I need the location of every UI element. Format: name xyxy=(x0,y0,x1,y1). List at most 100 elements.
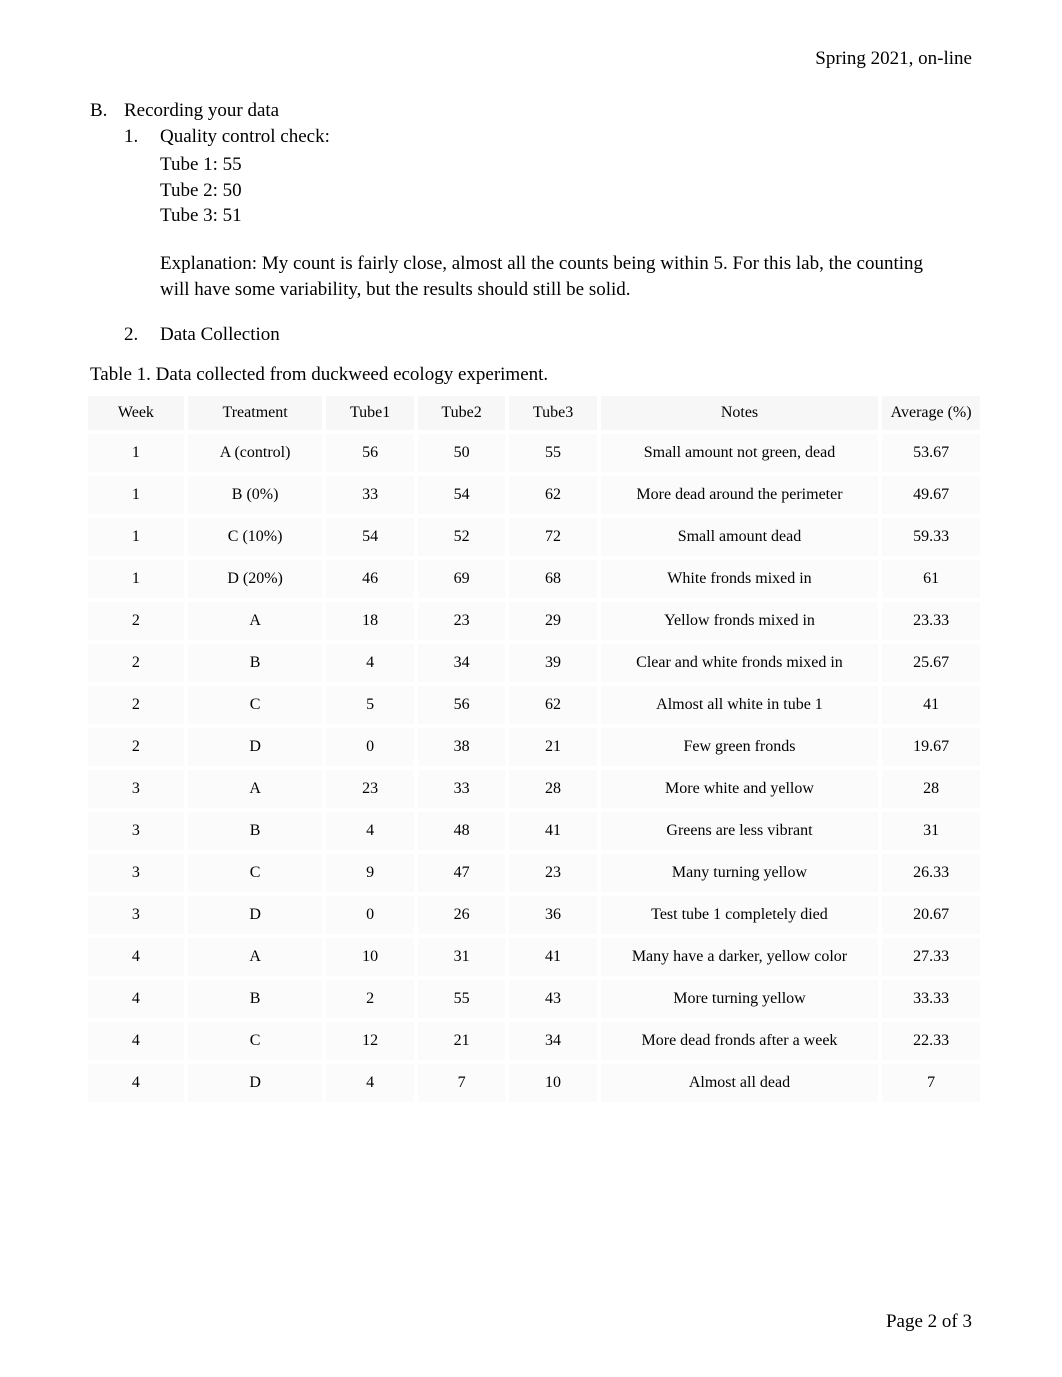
data-table: WeekTreatmentTube1Tube2Tube3NotesAverage… xyxy=(84,392,984,1106)
table-cell: 3 xyxy=(88,896,184,934)
table-cell: Almost all white in tube 1 xyxy=(601,686,878,724)
table-cell: Clear and white fronds mixed in xyxy=(601,644,878,682)
table-cell: C (10%) xyxy=(188,518,323,556)
tube-line: Tube 1: 55 xyxy=(90,152,972,178)
table-row: 2D03821Few green fronds19.67 xyxy=(88,728,980,766)
table-cell: 56 xyxy=(326,434,413,472)
section-heading: B. Recording your data xyxy=(90,100,972,122)
table-cell: 4 xyxy=(88,980,184,1018)
table-cell: 28 xyxy=(509,770,596,808)
table-cell: 41 xyxy=(509,938,596,976)
table-cell: 28 xyxy=(882,770,980,808)
table-cell: 49.67 xyxy=(882,476,980,514)
table-cell: 23.33 xyxy=(882,602,980,640)
table-cell: 41 xyxy=(509,812,596,850)
table-cell: 1 xyxy=(88,476,184,514)
table-cell: 52 xyxy=(418,518,505,556)
table-cell: 5 xyxy=(326,686,413,724)
table-cell: 69 xyxy=(418,560,505,598)
table-cell: 27.33 xyxy=(882,938,980,976)
table-cell: 54 xyxy=(418,476,505,514)
list-item-title: Quality control check: xyxy=(160,126,330,148)
table-cell: 47 xyxy=(418,854,505,892)
table-cell: Small amount not green, dead xyxy=(601,434,878,472)
table-cell: 39 xyxy=(509,644,596,682)
table-cell: 23 xyxy=(326,770,413,808)
table-cell: Test tube 1 completely died xyxy=(601,896,878,934)
table-cell: C xyxy=(188,1022,323,1060)
table-cell: 3 xyxy=(88,854,184,892)
table-row: 1D (20%)466968White fronds mixed in61 xyxy=(88,560,980,598)
table-cell: 56 xyxy=(418,686,505,724)
table-cell: 26 xyxy=(418,896,505,934)
explanation-paragraph: Explanation: My count is fairly close, a… xyxy=(90,251,950,302)
table-cell: More dead fronds after a week xyxy=(601,1022,878,1060)
table-cell: 72 xyxy=(509,518,596,556)
table-cell: 1 xyxy=(88,560,184,598)
table-cell: 46 xyxy=(326,560,413,598)
table-cell: 21 xyxy=(418,1022,505,1060)
table-cell: Almost all dead xyxy=(601,1064,878,1102)
table-cell: 21 xyxy=(509,728,596,766)
table-cell: 33.33 xyxy=(882,980,980,1018)
table-cell: 1 xyxy=(88,434,184,472)
table-cell: 2 xyxy=(88,686,184,724)
table-cell: 2 xyxy=(88,644,184,682)
table-cell: Few green fronds xyxy=(601,728,878,766)
table-cell: 7 xyxy=(882,1064,980,1102)
table-cell: 68 xyxy=(509,560,596,598)
table-cell: More white and yellow xyxy=(601,770,878,808)
table-cell: 31 xyxy=(882,812,980,850)
table-cell: 3 xyxy=(88,770,184,808)
table-cell: 22.33 xyxy=(882,1022,980,1060)
table-cell: 25.67 xyxy=(882,644,980,682)
table-cell: Yellow fronds mixed in xyxy=(601,602,878,640)
column-header: Average (%) xyxy=(882,396,980,430)
table-cell: 0 xyxy=(326,728,413,766)
tube-line: Tube 3: 51 xyxy=(90,203,972,229)
table-cell: 62 xyxy=(509,476,596,514)
list-item-title: Data Collection xyxy=(160,324,280,346)
table-cell: 19.67 xyxy=(882,728,980,766)
table-cell: A xyxy=(188,938,323,976)
table-row: 1B (0%)335462More dead around the perime… xyxy=(88,476,980,514)
table-cell: 4 xyxy=(326,812,413,850)
table-row: 3D02636Test tube 1 completely died20.67 xyxy=(88,896,980,934)
table-cell: 54 xyxy=(326,518,413,556)
table-cell: D xyxy=(188,728,323,766)
table-body: 1A (control)565055Small amount not green… xyxy=(88,434,980,1102)
table-cell: 36 xyxy=(509,896,596,934)
table-cell: 7 xyxy=(418,1064,505,1102)
table-cell: 4 xyxy=(326,1064,413,1102)
table-cell: 4 xyxy=(88,1064,184,1102)
column-header: Treatment xyxy=(188,396,323,430)
table-cell: 4 xyxy=(88,938,184,976)
table-cell: 2 xyxy=(88,728,184,766)
table-cell: B (0%) xyxy=(188,476,323,514)
table-cell: 31 xyxy=(418,938,505,976)
table-cell: D xyxy=(188,896,323,934)
table-row: 2B43439Clear and white fronds mixed in25… xyxy=(88,644,980,682)
table-cell: More turning yellow xyxy=(601,980,878,1018)
table-cell: B xyxy=(188,812,323,850)
table-cell: Small amount dead xyxy=(601,518,878,556)
table-cell: 34 xyxy=(509,1022,596,1060)
table-cell: 1 xyxy=(88,518,184,556)
table-cell: 18 xyxy=(326,602,413,640)
table-cell: D (20%) xyxy=(188,560,323,598)
column-header: Tube2 xyxy=(418,396,505,430)
list-item-number: 2. xyxy=(124,324,160,346)
list-item-1: 1. Quality control check: xyxy=(90,126,972,148)
table-cell: 59.33 xyxy=(882,518,980,556)
table-cell: 23 xyxy=(418,602,505,640)
table-cell: 33 xyxy=(326,476,413,514)
table-row: 3B44841Greens are less vibrant31 xyxy=(88,812,980,850)
table-cell: B xyxy=(188,644,323,682)
table-cell: 2 xyxy=(326,980,413,1018)
table-cell: 62 xyxy=(509,686,596,724)
table-cell: A xyxy=(188,770,323,808)
column-header: Tube3 xyxy=(509,396,596,430)
table-cell: 29 xyxy=(509,602,596,640)
table-row: 4B25543More turning yellow33.33 xyxy=(88,980,980,1018)
page: Spring 2021, on-line B. Recording your d… xyxy=(0,0,1062,1377)
